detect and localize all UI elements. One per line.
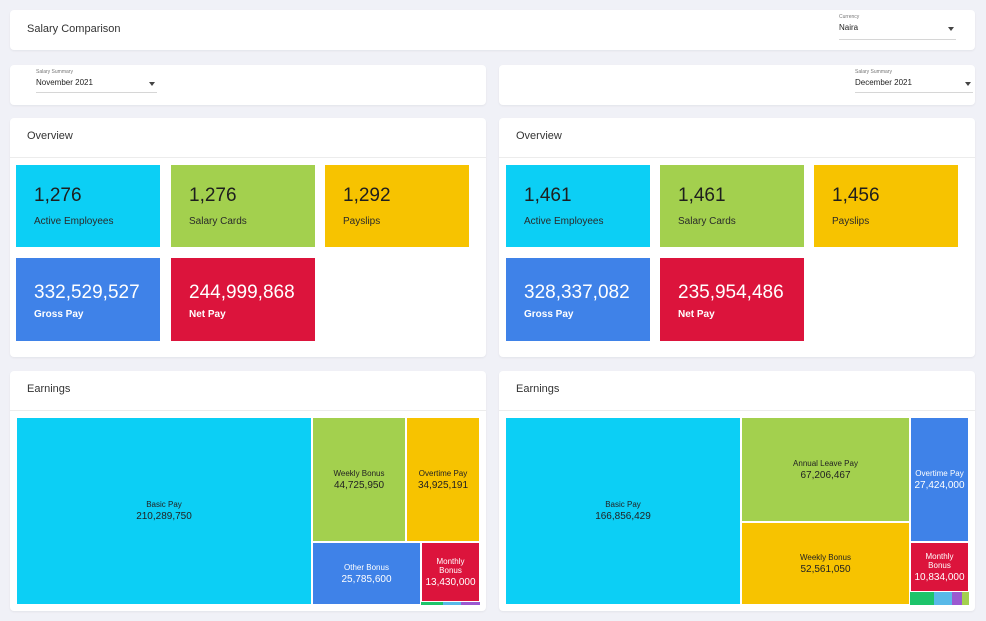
left-summary-select[interactable]: Salary Summary November 2021: [36, 69, 157, 93]
treemap-cell-value: 34,925,191: [417, 479, 469, 491]
treemap-cell-label: Basic Pay: [146, 500, 182, 509]
tile-value: 328,337,082: [524, 282, 630, 303]
tile-label: Net Pay: [189, 309, 226, 320]
currency-select[interactable]: Currency Naira: [839, 14, 956, 40]
treemap-cell-overtime-pay[interactable]: Overtime Pay 27,424,000: [910, 417, 969, 542]
right-summary-card: Salary Summary December 2021: [499, 65, 975, 105]
tile-value: 235,954,486: [678, 282, 784, 303]
treemap-cell-label: Monthly Bonus: [436, 556, 465, 575]
right-summary-select-value: December 2021: [855, 78, 912, 87]
treemap-cell-label: Overtime Pay: [418, 468, 468, 478]
tile-value: 1,461: [524, 185, 572, 206]
tile-salary-cards[interactable]: 1,276 Salary Cards: [171, 165, 315, 247]
left-earnings-treemap: Basic Pay 210,289,750 Weekly Bonus 44,72…: [16, 417, 480, 605]
tile-net-pay[interactable]: 244,999,868 Net Pay: [171, 258, 315, 341]
treemap-cell-value: 67,206,467: [800, 469, 851, 481]
left-summary-select-label: Salary Summary: [36, 69, 73, 75]
treemap-cell-value: 27,424,000: [914, 479, 965, 491]
tile-label: Gross Pay: [34, 309, 84, 320]
treemap-cell-other-bonus[interactable]: Other Bonus 25,785,600: [312, 542, 421, 605]
treemap-cell-value: 210,289,750: [136, 511, 192, 522]
tile-label: Salary Cards: [678, 216, 736, 227]
tile-label: Gross Pay: [524, 309, 574, 320]
treemap-cell-label: Other Bonus: [344, 562, 389, 572]
tile-value: 1,276: [189, 185, 237, 206]
left-overview-title: Overview: [27, 130, 73, 142]
treemap-cell-label: Monthly Bonus: [925, 551, 954, 570]
treemap-cell-weekly-bonus[interactable]: Weekly Bonus 44,725,950: [312, 417, 406, 542]
tile-payslips[interactable]: 1,456 Payslips: [814, 165, 958, 247]
treemap-cell-monthly-bonus[interactable]: Monthly Bonus 10,834,000: [910, 542, 969, 592]
treemap-cell-basic-pay[interactable]: Basic Pay 166,856,429: [505, 417, 741, 605]
tile-value: 1,292: [343, 185, 391, 206]
treemap-cell-label: Annual Leave Pay: [793, 458, 858, 468]
treemap-cell-overtime-pay[interactable]: Overtime Pay 34,925,191: [406, 417, 480, 542]
right-summary-select[interactable]: Salary Summary December 2021: [855, 69, 973, 93]
tile-value: 1,461: [678, 185, 726, 206]
chevron-down-icon: [948, 27, 954, 31]
left-earnings-title: Earnings: [27, 383, 71, 395]
currency-select-label: Currency: [839, 14, 860, 20]
treemap-cell-value: 25,785,600: [341, 573, 392, 585]
treemap-cell-annual-leave-pay[interactable]: Annual Leave Pay 67,206,467: [741, 417, 910, 522]
left-earnings-card: Earnings Basic Pay 210,289,750 Weekly Bo…: [10, 371, 486, 611]
treemap-small-cell[interactable]: [910, 592, 934, 605]
treemap-cell-weekly-bonus[interactable]: Weekly Bonus 52,561,050: [741, 522, 910, 605]
left-summary-card: Salary Summary November 2021: [10, 65, 486, 105]
tile-active-employees[interactable]: 1,461 Active Employees: [506, 165, 650, 247]
tile-salary-cards[interactable]: 1,461 Salary Cards: [660, 165, 804, 247]
treemap-small-cell[interactable]: [421, 602, 443, 605]
right-overview-title: Overview: [516, 130, 562, 142]
page-title: Salary Comparison: [27, 23, 121, 35]
tile-label: Active Employees: [524, 216, 604, 227]
divider: [499, 157, 975, 158]
treemap-cell-label: Weekly Bonus: [333, 468, 385, 478]
tile-label: Salary Cards: [189, 216, 247, 227]
left-overview-card: Overview 1,276 Active Employees 1,276 Sa…: [10, 118, 486, 357]
treemap-cell-label: Weekly Bonus: [800, 552, 851, 562]
treemap-cell-value: 44,725,950: [333, 479, 385, 491]
treemap-cell-label: Basic Pay: [605, 500, 641, 509]
treemap-cell-basic-pay[interactable]: Basic Pay 210,289,750: [16, 417, 312, 605]
tile-label: Payslips: [343, 216, 381, 227]
right-earnings-card: Earnings Basic Pay 166,856,429 Annual Le…: [499, 371, 975, 611]
treemap-cell-value: 13,430,000: [425, 576, 476, 588]
treemap-small-cell[interactable]: [461, 602, 480, 605]
treemap-small-cell[interactable]: [962, 592, 969, 605]
tile-payslips[interactable]: 1,292 Payslips: [325, 165, 469, 247]
divider: [499, 410, 975, 411]
tile-active-employees[interactable]: 1,276 Active Employees: [16, 165, 160, 247]
tile-label: Net Pay: [678, 309, 715, 320]
tile-net-pay[interactable]: 235,954,486 Net Pay: [660, 258, 804, 341]
treemap-cell-value: 10,834,000: [914, 571, 965, 583]
chevron-down-icon: [965, 82, 971, 86]
tile-value: 1,276: [34, 185, 82, 206]
treemap-cell-monthly-bonus[interactable]: Monthly Bonus 13,430,000: [421, 542, 480, 602]
tile-value: 332,529,527: [34, 282, 140, 303]
right-earnings-title: Earnings: [516, 383, 560, 395]
tile-label: Payslips: [832, 216, 870, 227]
tile-gross-pay[interactable]: 332,529,527 Gross Pay: [16, 258, 160, 341]
right-overview-card: Overview 1,461 Active Employees 1,461 Sa…: [499, 118, 975, 357]
left-summary-select-value: November 2021: [36, 78, 93, 87]
tile-label: Active Employees: [34, 216, 114, 227]
currency-select-value: Naira: [839, 23, 859, 32]
treemap-cell-label: Overtime Pay: [915, 468, 964, 478]
tile-gross-pay[interactable]: 328,337,082 Gross Pay: [506, 258, 650, 341]
right-earnings-treemap: Basic Pay 166,856,429 Annual Leave Pay 6…: [505, 417, 969, 605]
divider: [10, 410, 486, 411]
divider: [10, 157, 486, 158]
tile-value: 1,456: [832, 185, 880, 206]
chevron-down-icon: [149, 82, 155, 86]
treemap-small-cell[interactable]: [934, 592, 952, 605]
header-card: Salary Comparison Currency Naira: [10, 10, 975, 50]
tile-value: 244,999,868: [189, 282, 295, 303]
treemap-small-cell[interactable]: [443, 602, 461, 605]
treemap-cell-value: 52,561,050: [800, 563, 851, 575]
treemap-cell-value: 166,856,429: [595, 511, 651, 522]
right-summary-select-label: Salary Summary: [855, 69, 892, 75]
treemap-small-cell[interactable]: [952, 592, 962, 605]
